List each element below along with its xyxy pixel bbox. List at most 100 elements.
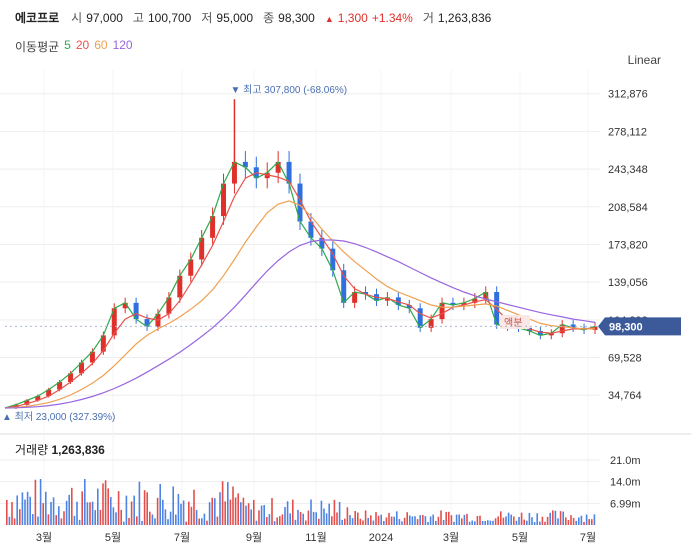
volume-bar bbox=[71, 487, 73, 525]
volume-bar bbox=[435, 520, 437, 525]
volume-bar bbox=[526, 520, 528, 525]
volume-bar bbox=[32, 514, 34, 525]
volume-bar bbox=[240, 502, 242, 525]
volume-bar bbox=[466, 513, 468, 525]
volume-bar bbox=[279, 516, 281, 525]
volume-bar bbox=[190, 506, 193, 525]
y-tick-label: 139,056 bbox=[608, 277, 648, 289]
volume-bar bbox=[528, 512, 531, 525]
current-price-label: 98,300 bbox=[609, 321, 643, 333]
volume-bar bbox=[567, 519, 570, 525]
volume-bar bbox=[162, 499, 164, 525]
candle-body bbox=[472, 298, 478, 303]
volume-bar bbox=[357, 512, 359, 525]
volume-bar bbox=[117, 491, 120, 525]
volume-bar bbox=[341, 519, 343, 525]
volume-bar bbox=[383, 520, 385, 525]
candle-body bbox=[210, 216, 216, 238]
moving-average-legend[interactable]: 이동평균 5 20 60 120 bbox=[15, 38, 133, 55]
volume-bar bbox=[336, 512, 338, 525]
volume-bar bbox=[167, 519, 169, 525]
volume-bar bbox=[476, 516, 479, 525]
volume-bar bbox=[448, 511, 450, 525]
candle-body bbox=[68, 373, 74, 382]
volume-bar bbox=[572, 517, 575, 525]
volume-bar bbox=[221, 481, 224, 525]
volume-value: 1,263,836 bbox=[437, 11, 492, 25]
scale-toggle-button[interactable]: Linear bbox=[627, 53, 661, 67]
volume-bar bbox=[580, 515, 583, 525]
volume-bar bbox=[463, 514, 466, 525]
candle-body bbox=[89, 351, 95, 363]
y-tick-label: 312,876 bbox=[608, 89, 648, 101]
volume-bar bbox=[544, 521, 546, 525]
candle-body bbox=[439, 302, 445, 320]
volume-bar bbox=[349, 515, 351, 525]
volume-bar bbox=[320, 500, 323, 525]
volume-bar bbox=[429, 516, 432, 525]
volume-bar bbox=[169, 511, 172, 525]
y-tick-label: 243,348 bbox=[608, 164, 648, 176]
volume-bar bbox=[442, 519, 445, 525]
ma-line-5 bbox=[4, 160, 596, 409]
volume-bar bbox=[125, 495, 128, 525]
volume-bar bbox=[198, 518, 200, 525]
volume-bar bbox=[149, 511, 151, 525]
volume-bar bbox=[273, 521, 276, 525]
ex-rights-badge bbox=[500, 315, 530, 329]
volume-bar bbox=[557, 518, 559, 525]
high-value: 100,700 bbox=[147, 11, 192, 25]
volume-bar bbox=[578, 517, 580, 525]
volume-bar bbox=[427, 521, 429, 525]
volume-bar bbox=[406, 512, 408, 525]
volume-bar bbox=[359, 518, 362, 525]
volume-bar bbox=[286, 501, 289, 525]
candle-body bbox=[450, 302, 456, 306]
change-arrow-icon: ▲ bbox=[324, 14, 334, 24]
volume-bar bbox=[128, 517, 130, 525]
volume-bar bbox=[208, 502, 211, 525]
volume-bar bbox=[552, 510, 554, 525]
stock-name: 에코프로 bbox=[15, 11, 60, 25]
volume-bar bbox=[24, 499, 26, 525]
volume-bar bbox=[541, 516, 544, 525]
volume-bar bbox=[94, 510, 96, 525]
volume-bar bbox=[492, 520, 494, 525]
y-tick-label: 69,528 bbox=[608, 353, 642, 365]
volume-bar bbox=[559, 511, 562, 525]
volume-bar bbox=[63, 511, 65, 525]
volume-bar bbox=[505, 516, 507, 525]
volume-bar bbox=[510, 514, 512, 525]
volume-bar bbox=[201, 518, 203, 525]
volume-bar bbox=[484, 521, 486, 525]
volume-bar bbox=[206, 520, 208, 525]
ma-legend-item-60: 60 bbox=[94, 38, 108, 52]
volume-bar bbox=[97, 488, 99, 525]
candle-body bbox=[57, 381, 63, 390]
candle-body bbox=[242, 161, 248, 168]
volume-bar bbox=[45, 491, 47, 525]
volume-bar bbox=[344, 518, 346, 525]
volume-bar bbox=[533, 521, 536, 525]
volume-panel-title: 거래량 1,263,836 bbox=[15, 441, 105, 458]
volume-bar bbox=[120, 509, 122, 525]
volume-bar bbox=[585, 514, 588, 525]
volume-bar bbox=[362, 520, 364, 525]
volume-bar bbox=[351, 518, 354, 525]
volume-bar bbox=[159, 484, 161, 525]
candle-body bbox=[35, 396, 41, 401]
volume-bar bbox=[325, 513, 328, 525]
volume-bar bbox=[372, 520, 375, 525]
volume-bar bbox=[422, 514, 424, 525]
volume-bar bbox=[193, 489, 195, 525]
volume-bar bbox=[89, 502, 91, 525]
candle-body bbox=[319, 237, 325, 249]
volume-bar bbox=[182, 500, 185, 525]
volume-bar bbox=[354, 510, 356, 525]
change-percent: +1.34% bbox=[371, 11, 413, 25]
volume-bar bbox=[453, 521, 455, 525]
volume-bar bbox=[409, 515, 411, 525]
candle-body bbox=[341, 270, 347, 303]
current-price-tag bbox=[598, 317, 681, 336]
